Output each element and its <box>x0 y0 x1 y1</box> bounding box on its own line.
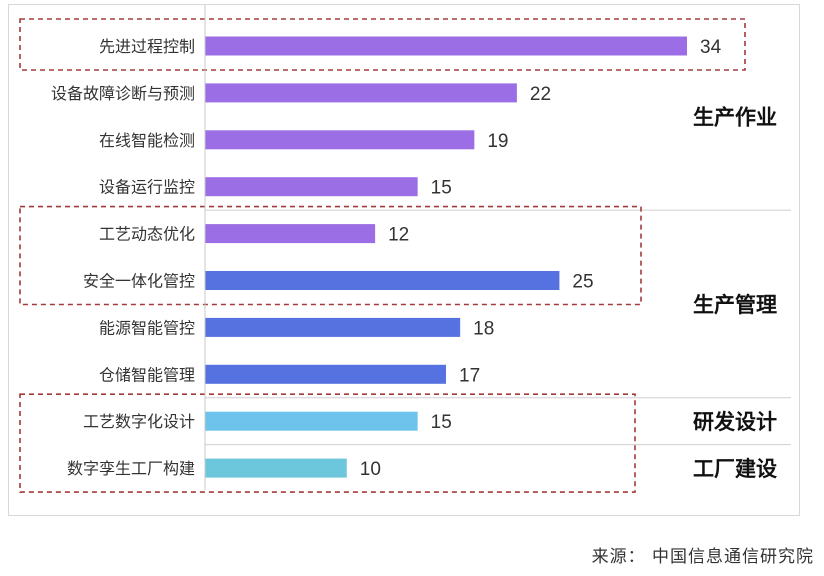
category-label-1: 先进过程控制 <box>99 37 195 56</box>
value-label-8: 17 <box>459 365 480 386</box>
bar-3 <box>205 130 475 150</box>
category-label-4: 设备运行监控 <box>99 178 195 197</box>
group-label-4: 工厂建设 <box>693 457 777 481</box>
category-label-5: 工艺动态优化 <box>99 225 195 244</box>
bar-10 <box>205 458 347 478</box>
value-label-4: 15 <box>431 178 452 199</box>
bar-1 <box>205 36 687 56</box>
bar-4 <box>205 177 418 197</box>
group-label-1: 生产作业 <box>693 105 777 129</box>
category-label-9: 工艺数字化设计 <box>83 412 195 431</box>
bar-7 <box>205 317 461 337</box>
group-label-3: 研发设计 <box>693 410 777 434</box>
value-label-10: 10 <box>360 459 381 480</box>
category-label-2: 设备故障诊断与预测 <box>51 84 195 103</box>
bar-6 <box>205 271 560 290</box>
category-label-8: 仓储智能管理 <box>99 365 195 384</box>
bar-9 <box>205 411 418 431</box>
category-label-10: 数字孪生工厂构建 <box>67 459 195 478</box>
highlight-box-2 <box>19 205 642 306</box>
value-label-3: 19 <box>487 131 508 152</box>
group-label-2: 生产管理 <box>693 293 777 317</box>
bar-5 <box>205 224 376 244</box>
bar-chart: 先进过程控制设备故障诊断与预测在线智能检测设备运行监控工艺动态优化安全一体化管控… <box>19 5 791 493</box>
value-label-2: 22 <box>530 84 551 105</box>
value-label-6: 25 <box>572 272 593 293</box>
chart-frame: 先进过程控制设备故障诊断与预测在线智能检测 设备运行监控 工艺动态优化安全一体化管控… <box>8 4 800 516</box>
value-label-7: 18 <box>473 318 494 339</box>
category-label-6: 安全一体化管控 <box>83 272 195 291</box>
value-label-1: 34 <box>700 37 722 58</box>
bar-2 <box>205 83 517 103</box>
bar-8 <box>205 364 446 384</box>
highlight-box-3 <box>19 393 636 493</box>
source-note: 来源： 中国信息通信研究院 <box>591 547 814 567</box>
category-label-7: 能源智能管控 <box>99 318 195 337</box>
value-label-9: 15 <box>431 412 452 433</box>
value-label-5: 12 <box>388 225 409 246</box>
highlight-box-1 <box>19 18 746 71</box>
category-label-3: 在线智能检测 <box>99 131 195 150</box>
